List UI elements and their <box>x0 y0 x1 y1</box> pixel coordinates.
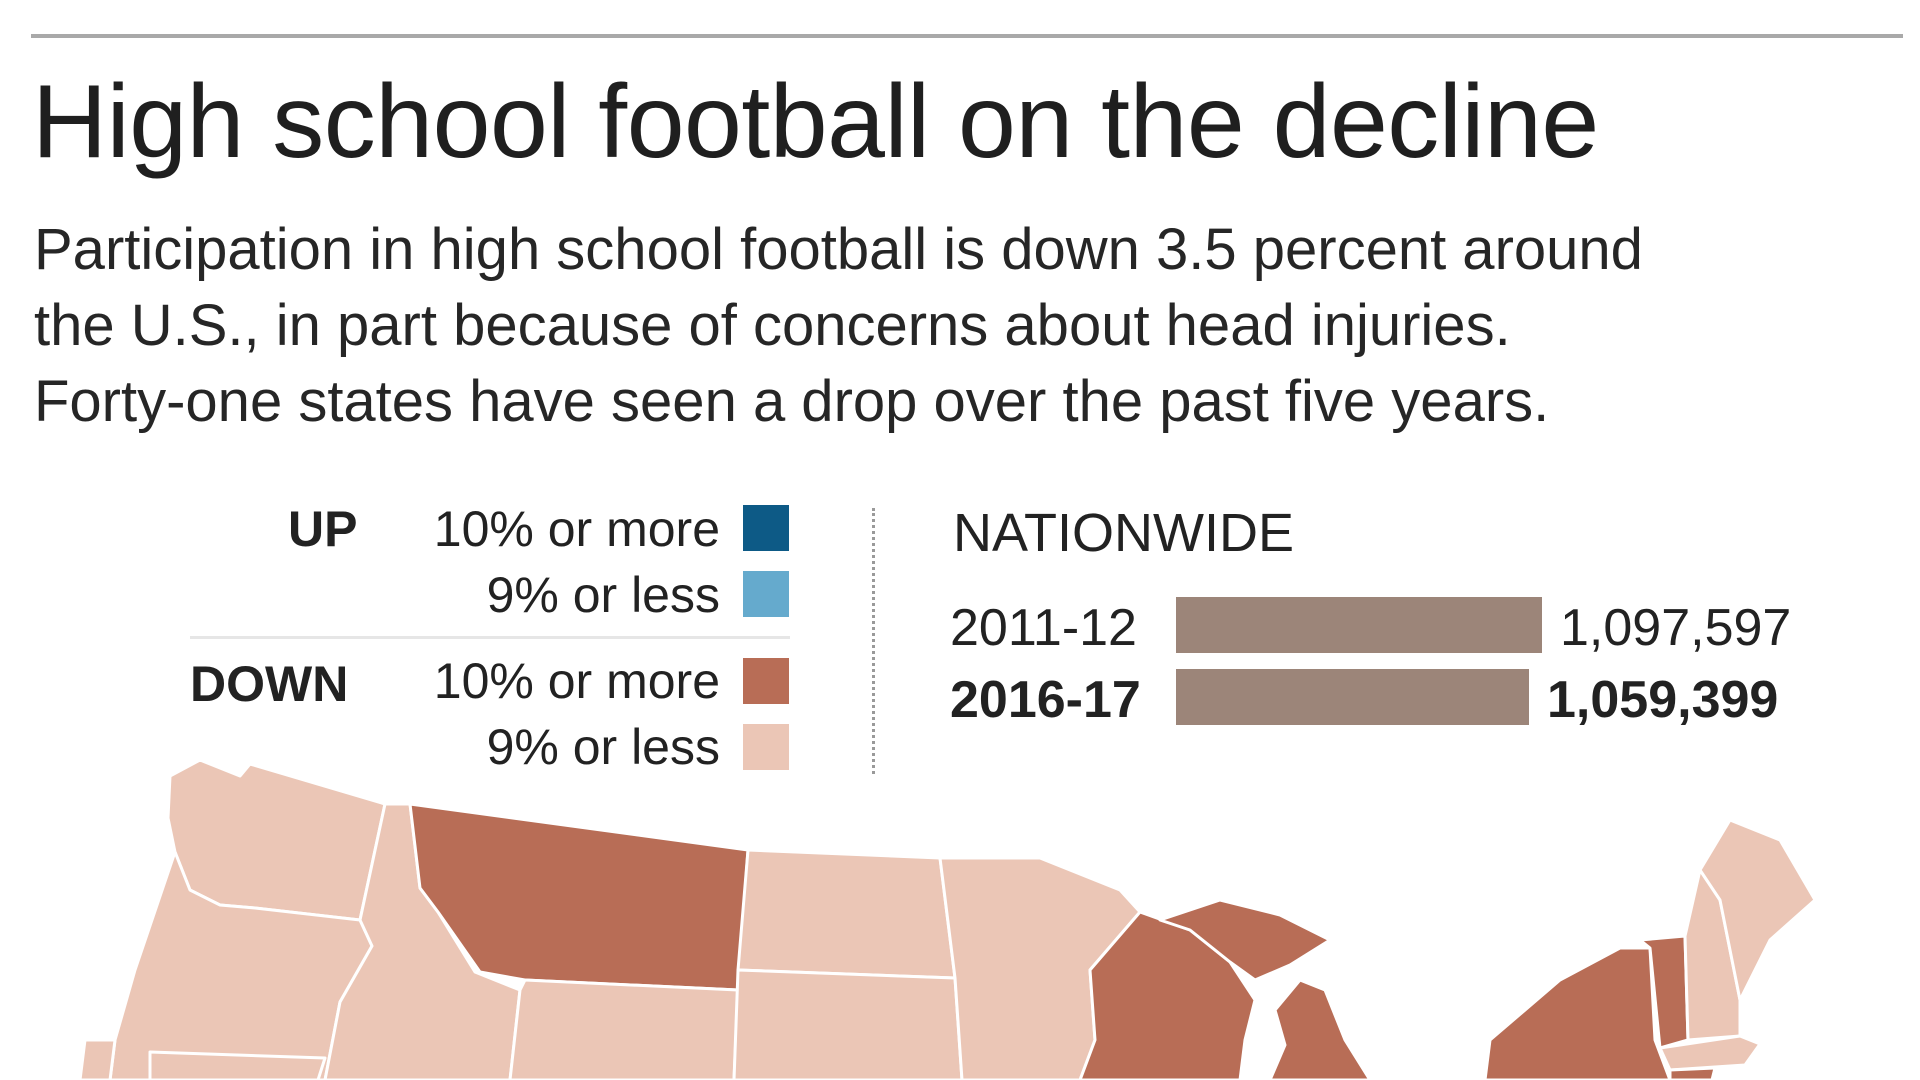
legend-down-label: DOWN <box>190 656 349 712</box>
top-rule <box>31 34 1903 38</box>
us-state-map <box>0 740 1920 1080</box>
bar-value-label: 1,059,399 <box>1547 671 1779 729</box>
state-ct <box>1668 1066 1717 1080</box>
state-wy <box>508 978 740 1080</box>
bar <box>1176 597 1542 653</box>
legend-swatch <box>743 571 789 617</box>
legend-swatch <box>743 658 789 704</box>
subtitle: Participation in high school football is… <box>34 212 1904 440</box>
subtitle-line: the U.S., in part because of concerns ab… <box>34 293 1511 358</box>
state-vt <box>1638 934 1690 1050</box>
bar-category-label: 2011-12 <box>950 599 1137 657</box>
state-sd <box>732 968 964 1080</box>
state-ma <box>1658 1034 1762 1072</box>
bar-value-label: 1,097,597 <box>1560 599 1792 657</box>
legend-item-label: 10% or more <box>433 501 720 557</box>
legend-item-label: 9% or less <box>486 567 720 623</box>
legend-swatch <box>743 505 789 551</box>
map-svg <box>78 758 1817 1080</box>
bar <box>1176 669 1529 725</box>
state-me <box>1698 818 1817 1002</box>
legend-item-label: 9% or less <box>486 719 720 775</box>
state-ca <box>78 1038 117 1080</box>
legend-up-label: UP <box>288 501 358 557</box>
chart-title: NATIONWIDE <box>953 503 1294 563</box>
legend-divider <box>190 636 790 639</box>
legend-item-label: 10% or more <box>433 653 720 709</box>
legend-swatch <box>743 724 789 770</box>
subtitle-line: Forty-one states have seen a drop over t… <box>34 369 1550 434</box>
state-nv <box>148 1050 327 1080</box>
state-ny <box>1483 946 1672 1080</box>
legend-separator <box>872 508 875 774</box>
page-title: High school football on the decline <box>32 64 1599 180</box>
subtitle-line: Participation in high school football is… <box>34 217 1643 282</box>
state-mi <box>1158 898 1372 1080</box>
state-nd <box>736 848 957 980</box>
bar-category-label: 2016-17 <box>950 671 1141 729</box>
